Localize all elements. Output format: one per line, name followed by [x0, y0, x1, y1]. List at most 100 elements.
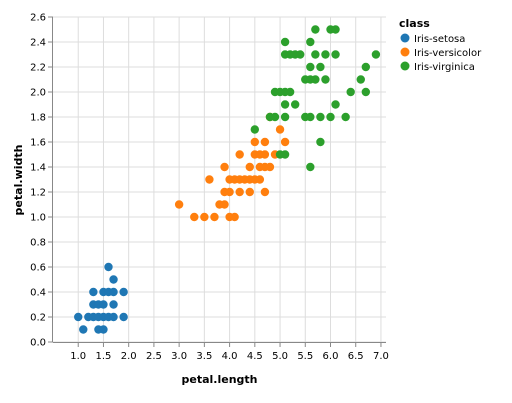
data-point [220, 200, 229, 209]
data-point [260, 187, 270, 197]
data-point [89, 287, 98, 297]
y-tick-label: 2.0 [30, 88, 46, 99]
x-tick-label: 7.0 [373, 351, 389, 362]
legend-label: Iris-virginica [414, 62, 475, 73]
y-tick-label: 1.2 [30, 188, 46, 199]
legend: class Iris-setosa Iris-versicolor Iris-vir… [399, 17, 482, 73]
y-tick-label: 2.4 [30, 38, 46, 49]
data-point [280, 100, 290, 109]
x-axis-title: petal.length [182, 373, 258, 386]
y-tick-label: 1.0 [30, 213, 46, 224]
data-point [306, 62, 315, 72]
data-point [99, 325, 108, 334]
y-tick-label: 1.6 [30, 138, 46, 149]
data-point [265, 162, 275, 172]
y-tick-label: 0.6 [30, 263, 46, 274]
data-point [200, 212, 209, 222]
x-tick-label: 4.5 [247, 351, 263, 362]
data-point [104, 262, 113, 272]
legend-symbol [400, 33, 410, 43]
x-tick-label: 3.0 [171, 351, 187, 362]
axes: 1.0 1.5 2.0 2.5 3.0 3.5 4.0 4.5 5.0 5.5 6.0 6.5 7.0 0… [30, 13, 389, 363]
y-tick-label: 0.4 [30, 288, 46, 299]
data-point [245, 187, 254, 197]
data-point [290, 100, 300, 109]
legend-title: class [399, 17, 430, 30]
data-point [270, 112, 280, 122]
x-tick-label: 1.5 [96, 351, 112, 362]
data-point [174, 200, 184, 209]
x-tick-label: 5.5 [297, 351, 313, 362]
x-tick-label: 5.0 [272, 351, 288, 362]
legend-label: Iris-setosa [414, 34, 465, 45]
data-point [311, 75, 320, 84]
legend-label: Iris-versicolor [414, 48, 482, 59]
x-tick-label: 4.0 [222, 351, 238, 362]
data-point [109, 312, 118, 322]
data-point [331, 50, 340, 59]
data-point [205, 175, 214, 184]
data-point [361, 62, 371, 72]
data-point [341, 112, 350, 122]
data-point [109, 275, 118, 284]
data-point [356, 75, 365, 84]
data-point [280, 112, 290, 122]
x-tick-label: 6.0 [323, 351, 339, 362]
y-tick-label: 0.2 [30, 313, 46, 324]
data-point [306, 112, 315, 122]
data-point [210, 212, 219, 222]
x-tick-label: 2.5 [146, 351, 162, 362]
data-point [285, 87, 295, 97]
y-tick-label: 0.8 [30, 238, 46, 249]
data-point [119, 312, 128, 322]
data-point [321, 75, 330, 84]
data-point [311, 25, 320, 34]
data-point [280, 137, 290, 147]
data-point [235, 187, 244, 197]
data-point [99, 300, 108, 309]
data-point [109, 300, 118, 309]
data-point [260, 150, 270, 159]
data-point [306, 162, 315, 172]
y-tick-label: 1.8 [30, 113, 46, 124]
data-point [361, 87, 371, 97]
y-axis-title: petal.width [12, 145, 25, 216]
data-point [225, 187, 234, 197]
data-point [321, 50, 330, 59]
data-point [316, 62, 325, 72]
data-point [316, 137, 325, 147]
x-tick-label: 2.0 [121, 351, 137, 362]
legend-symbol [400, 61, 410, 71]
data-point [260, 137, 270, 147]
data-point [220, 162, 229, 172]
y-tick-label: 0.0 [30, 338, 46, 349]
data-point [245, 162, 254, 172]
data-point [119, 287, 128, 297]
data-point [346, 87, 355, 97]
y-tick-label: 2.2 [30, 63, 46, 74]
data-point [74, 312, 83, 322]
data-point [316, 112, 325, 122]
data-point [275, 125, 285, 134]
data-point [250, 137, 260, 147]
x-tick-label: 6.5 [348, 351, 364, 362]
data-point [79, 325, 88, 334]
data-point [255, 175, 265, 184]
data-point [371, 50, 381, 59]
legend-symbol [400, 47, 410, 57]
data-point [311, 50, 320, 59]
data-point [331, 100, 340, 109]
data-point [235, 150, 244, 159]
y-tick-label: 1.4 [30, 163, 46, 174]
data-point [109, 287, 118, 297]
data-point [331, 25, 340, 34]
data-point [230, 212, 239, 222]
data-point [250, 125, 260, 134]
data-point [306, 37, 315, 47]
data-point [296, 50, 305, 59]
data-points [74, 25, 381, 334]
x-tick-label: 3.5 [196, 351, 212, 362]
x-tick-label: 1.0 [70, 351, 86, 362]
data-point [280, 37, 290, 47]
